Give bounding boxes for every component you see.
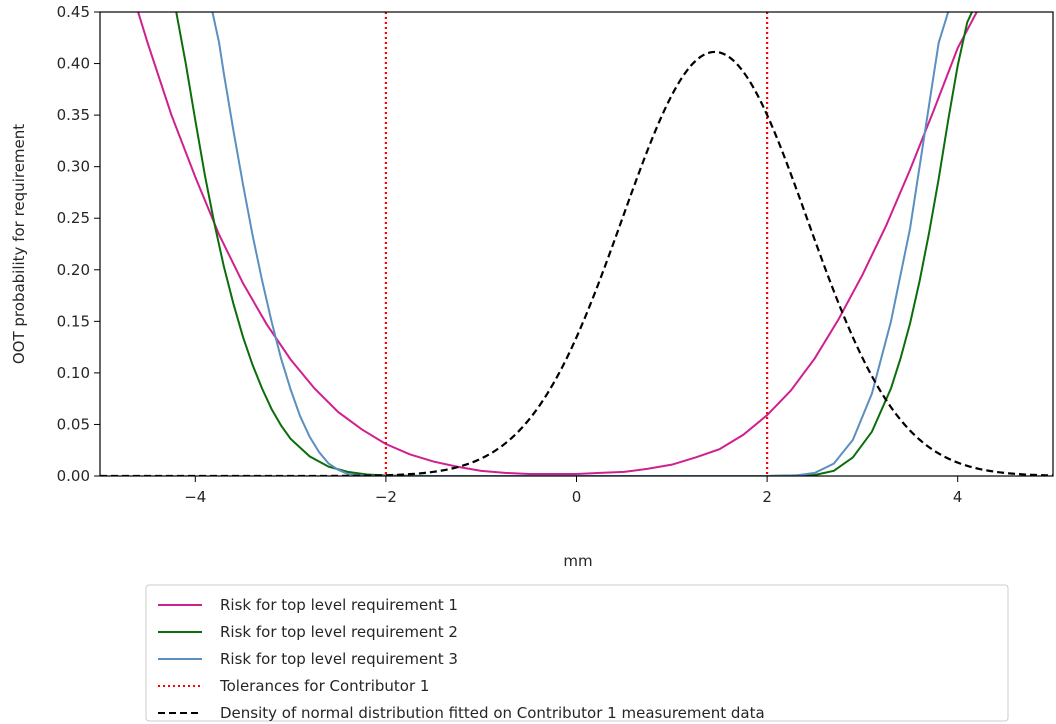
y-tick-label: 0.30 <box>57 158 90 176</box>
y-tick-label: 0.35 <box>57 106 90 124</box>
legend-label: Risk for top level requirement 3 <box>220 650 458 668</box>
legend: Risk for top level requirement 1 Risk for… <box>145 584 1009 722</box>
x-tick-label: −2 <box>375 488 397 506</box>
x-tick-label: 0 <box>572 488 582 506</box>
series-layer <box>100 12 1053 476</box>
legend-label: Risk for top level requirement 2 <box>220 623 458 641</box>
legend-frame <box>145 584 1009 722</box>
risk-line-1 <box>137 12 978 475</box>
legend-label: Risk for top level requirement 1 <box>220 596 458 614</box>
risk-line-3 <box>211 12 950 476</box>
y-tick-label: 0.25 <box>57 209 90 227</box>
y-axis-ticks: 0.00 0.05 0.10 0.15 0.20 0.25 0.30 0.35 0.40 0.45 <box>57 3 100 485</box>
y-tick-label: 0.10 <box>57 364 90 382</box>
x-tick-label: 2 <box>762 488 772 506</box>
x-tick-label: 4 <box>953 488 963 506</box>
x-axis-ticks: −4 −2 0 2 4 <box>184 476 962 506</box>
y-tick-label: 0.00 <box>57 467 90 485</box>
x-axis-label: mm <box>563 552 592 570</box>
y-tick-label: 0.45 <box>57 3 90 21</box>
legend-items: Risk for top level requirement 1 Risk for… <box>158 596 765 722</box>
density-line <box>100 50 1053 476</box>
legend-label: Density of normal distribution fitted on… <box>220 704 765 722</box>
y-axis-label: OOT probability for requirement <box>10 124 28 364</box>
risk-line-2 <box>175 12 973 476</box>
y-tick-label: 0.15 <box>57 312 90 330</box>
legend-label: Tolerances for Contributor 1 <box>219 677 429 695</box>
y-tick-label: 0.40 <box>57 55 90 73</box>
y-tick-label: 0.05 <box>57 415 90 433</box>
y-tick-label: 0.20 <box>57 261 90 279</box>
plot-frame <box>99 11 1054 477</box>
x-tick-label: −4 <box>184 488 206 506</box>
